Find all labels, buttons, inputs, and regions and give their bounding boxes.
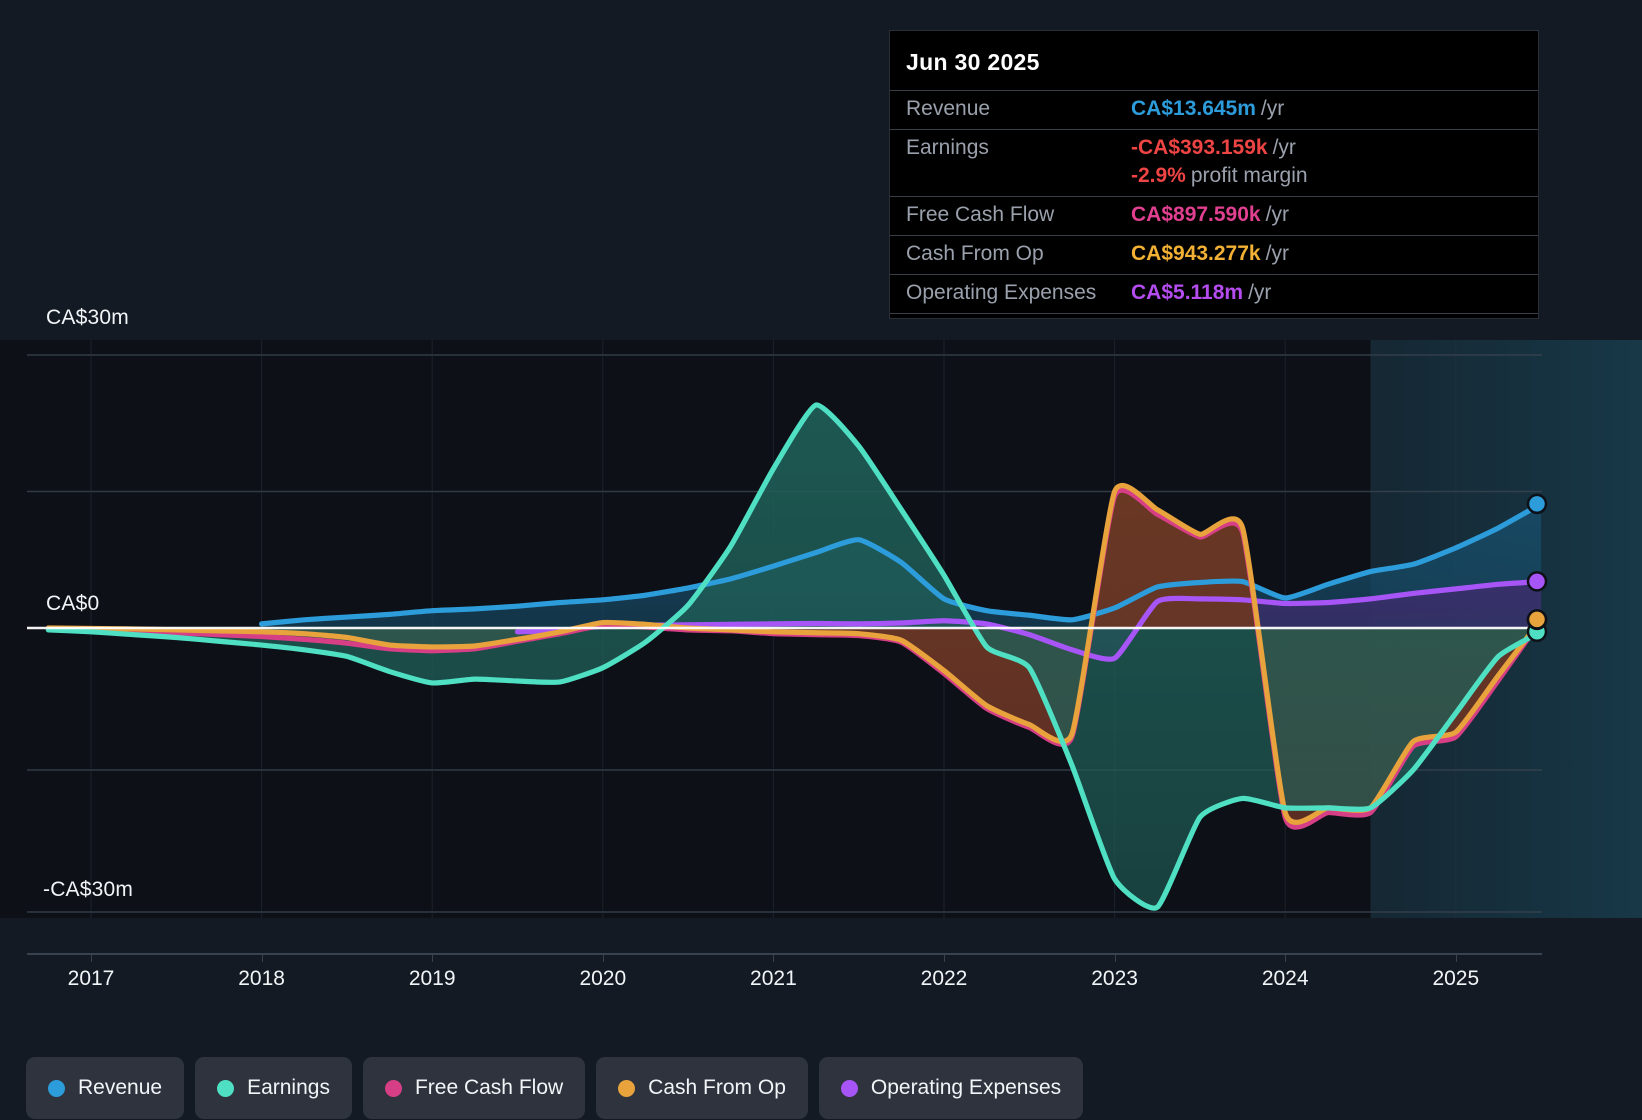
legend-item-revenue[interactable]: Revenue — [26, 1057, 185, 1119]
area-earnings — [48, 404, 1542, 909]
tooltip-row-label: Revenue — [906, 97, 991, 120]
legend-item-cash-from-op[interactable]: Cash From Op — [596, 1057, 808, 1119]
x-axis-tick — [773, 953, 775, 962]
tooltip-row-value: -CA$393.159k/yr — [1131, 136, 1296, 159]
tooltip-row: Operating Expenses CA$5.118m/yr — [890, 274, 1538, 313]
tooltip-row-suffix: /yr — [1265, 203, 1289, 226]
x-axis-tick — [91, 953, 92, 962]
x-axis-tick-label: 2018 — [238, 967, 285, 990]
tooltip-date: Jun 30 2025 — [906, 49, 1040, 75]
tooltip-row-suffix: /yr — [1272, 136, 1296, 159]
legend-color-dot-icon — [618, 1079, 636, 1097]
tooltip-row-value: CA$5.118m/yr — [1131, 281, 1272, 304]
x-axis-tick-label: 2017 — [67, 967, 115, 990]
tooltip-bottom-divider — [890, 313, 1538, 314]
tooltip-row: Earnings -CA$393.159k/yr — [890, 129, 1538, 168]
tooltip-row-suffix: /yr — [1248, 281, 1272, 304]
plot-area — [0, 340, 1642, 918]
tooltip-row-label: Free Cash Flow — [906, 203, 1055, 226]
chart-svg — [0, 340, 1642, 918]
x-axis-tick — [261, 953, 263, 962]
chart-legend: Revenue Earnings Free Cash Flow Cash From O… — [26, 1057, 1084, 1119]
tooltip-row-value: CA$13.645m/yr — [1131, 97, 1285, 120]
x-axis-tick — [1285, 953, 1287, 962]
legend-item-label: Earnings — [247, 1076, 330, 1099]
legend-item-operating-expenses[interactable]: Operating Expenses — [818, 1057, 1084, 1119]
tooltip-rows: Revenue CA$13.645m/yr Earnings -CA$393.159k… — [890, 90, 1538, 313]
x-axis-tick — [944, 953, 945, 962]
legend-item-label: Operating Expenses — [870, 1076, 1062, 1099]
x-axis-tick — [1114, 953, 1116, 962]
tooltip-row-value: CA$943.277k/yr — [1131, 242, 1289, 265]
x-axis-tick-label: 2020 — [579, 967, 627, 990]
tooltip-row: Revenue CA$13.645m/yr — [890, 90, 1538, 129]
tooltip-row: Cash From Op CA$943.277k/yr — [890, 235, 1538, 274]
x-axis-tick-label: 2021 — [750, 967, 797, 990]
x-axis-tick-label: 2019 — [408, 967, 456, 990]
tooltip-row-suffix: /yr — [1265, 242, 1289, 265]
area-cash-from-op — [48, 485, 1542, 823]
y-axis-label-bottom: -CA$30m — [43, 878, 134, 901]
tooltip-row-value: -2.9% profit margin — [1131, 164, 1308, 187]
tooltip-row: Free Cash Flow CA$897.590k/yr — [890, 196, 1538, 235]
line-revenue — [259, 501, 1544, 627]
x-axis-tick — [1455, 953, 1457, 962]
legend-color-dot-icon — [217, 1079, 235, 1097]
tooltip-row-suffix: /yr — [1260, 97, 1285, 120]
x-axis-tick-label: 2025 — [1432, 967, 1480, 990]
x-axis-tick-label: 2022 — [920, 967, 968, 990]
legend-color-dot-icon — [840, 1079, 858, 1097]
x-axis-tick-label: 2024 — [1261, 967, 1309, 990]
line-operating-expenses — [514, 578, 1544, 662]
x-axis-tick — [602, 953, 604, 962]
x-axis-tick — [432, 953, 434, 962]
tooltip-row-value: CA$897.590k/yr — [1131, 203, 1289, 226]
line-earnings — [45, 402, 1544, 911]
x-axis-labels: 2017 2018 2019 2020 2021 2022 2023 2024 2025 — [0, 955, 1642, 1001]
data-tooltip: Jun 30 2025 Revenue CA$13.645m/yr Earnings… — [889, 30, 1539, 319]
area-operating-expenses — [517, 581, 1542, 660]
tooltip-row-label: Operating Expenses — [906, 281, 1097, 304]
y-axis-label-top: CA$30m — [46, 306, 129, 329]
tooltip-row-label: Cash From Op — [906, 242, 1044, 265]
line-cash-from-op — [45, 482, 1544, 825]
tooltip-row: -2.9% profit margin — [890, 164, 1538, 196]
legend-item-label: Free Cash Flow — [414, 1076, 564, 1099]
endpoint-marker-cash-from-op — [1526, 609, 1548, 630]
legend-item-free-cash-flow[interactable]: Free Cash Flow — [362, 1057, 586, 1119]
tooltip-row-suffix: profit margin — [1190, 164, 1308, 187]
legend-item-earnings[interactable]: Earnings — [195, 1057, 352, 1119]
x-axis-line — [27, 953, 1542, 955]
legend-item-label: Revenue — [78, 1076, 163, 1099]
y-axis-label-zero: CA$0 — [46, 592, 100, 615]
tooltip-row-label: Earnings — [906, 136, 989, 159]
legend-color-dot-icon — [48, 1079, 65, 1097]
legend-item-label: Cash From Op — [648, 1076, 786, 1099]
endpoint-marker-revenue — [1526, 493, 1548, 515]
x-axis-tick-label: 2023 — [1091, 967, 1138, 990]
legend-color-dot-icon — [384, 1079, 402, 1097]
endpoint-marker-operating-expenses — [1526, 571, 1548, 592]
